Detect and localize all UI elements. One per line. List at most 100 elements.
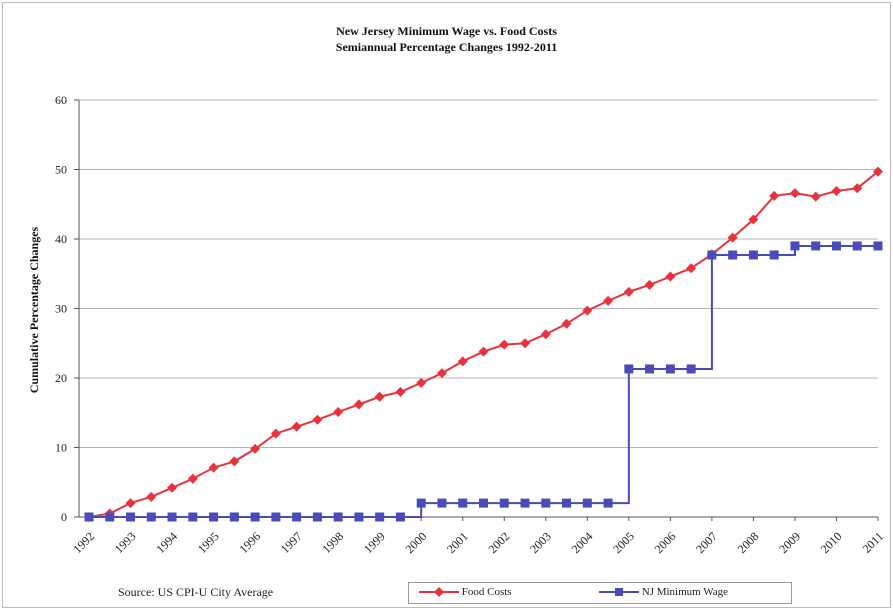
food-costs-point	[852, 183, 863, 194]
y-tick-label: 60	[55, 93, 67, 107]
nj-minimum-wage-point	[209, 512, 219, 522]
x-tick-label: 2010	[818, 529, 845, 556]
chart-title: New Jersey Minimum Wage vs. Food Costs	[336, 24, 557, 38]
legend: Food Costs NJ Minimum Wage	[408, 582, 792, 604]
x-tick-label: 2001	[444, 529, 471, 556]
nj-minimum-wage-point	[437, 498, 447, 508]
x-tick-label: 1992	[70, 529, 97, 556]
food-costs-point	[644, 279, 655, 290]
food-costs-point	[561, 318, 572, 329]
food-costs-point	[582, 305, 593, 316]
axes	[74, 99, 879, 521]
x-tick-label: 2005	[610, 529, 637, 556]
nj-minimum-wage-point	[582, 498, 592, 508]
food-costs-point	[873, 166, 883, 177]
y-tick-label: 20	[55, 371, 67, 385]
nj-minimum-wage-point	[292, 512, 302, 522]
legend-item-food-costs: Food Costs	[419, 586, 512, 598]
y-tick-label: 50	[55, 163, 67, 177]
x-tick-label: 2003	[527, 529, 554, 556]
y-tick-label: 40	[55, 232, 67, 246]
food-costs-point	[187, 473, 198, 484]
x-tick-label: 2004	[569, 529, 596, 556]
nj-minimum-wage-point	[852, 241, 862, 251]
food-costs-point	[436, 368, 447, 379]
x-tick-label: 1995	[195, 529, 222, 556]
y-tick-label: 10	[55, 441, 67, 455]
x-tick-label: 2002	[486, 529, 513, 556]
nj-minimum-wage-point	[645, 364, 655, 374]
food-costs-point	[748, 214, 759, 225]
food-costs-point	[810, 191, 821, 202]
food-costs-point	[540, 329, 551, 340]
x-tick-label: 1999	[361, 529, 388, 556]
nj-minimum-wage-point	[686, 364, 696, 374]
food-costs-point	[250, 443, 261, 454]
food-costs-point	[374, 391, 385, 402]
nj-minimum-wage-line	[89, 244, 878, 518]
nj-minimum-wage-point	[831, 241, 841, 251]
food-costs-point	[769, 190, 780, 201]
x-tick-label: 1996	[236, 529, 263, 556]
x-tick-label: 1997	[278, 529, 305, 556]
data-series	[84, 166, 883, 522]
x-tick-label: 2006	[652, 529, 679, 556]
nj-minimum-wage-point	[603, 498, 613, 508]
nj-minimum-wage-point	[250, 512, 260, 522]
food-costs-point	[686, 263, 697, 274]
nj-minimum-wage-legend-marker	[599, 588, 639, 597]
nj-minimum-wage-point	[665, 364, 675, 374]
x-tick-label: 1998	[319, 529, 346, 556]
y-tick-label: 0	[61, 510, 67, 524]
nj-minimum-wage-point	[499, 498, 509, 508]
x-tick-label: 2007	[693, 529, 720, 556]
nj-minimum-wage-point	[354, 512, 364, 522]
food-costs-point	[665, 271, 676, 282]
food-costs-point	[603, 295, 614, 306]
food-costs-point	[229, 456, 240, 467]
nj-minimum-wage-point	[520, 498, 530, 508]
x-tick-label: 2000	[402, 529, 429, 556]
y-tick-labels: 0 10 20 30 40 50 60	[55, 93, 67, 524]
x-tick-label: 1994	[153, 529, 180, 556]
nj-minimum-wage-point	[479, 498, 488, 508]
grid-lines	[79, 99, 878, 448]
food-costs-point	[353, 399, 364, 410]
nj-minimum-wage-point	[541, 498, 551, 508]
y-tick-label: 30	[55, 302, 67, 316]
legend-label-food-costs: Food Costs	[461, 586, 512, 598]
food-costs-point	[789, 188, 800, 199]
food-costs-legend-marker	[419, 587, 459, 598]
food-costs-point	[125, 498, 136, 509]
food-costs-point	[395, 386, 406, 397]
y-axis-label: Cumulative Percentage Changes	[27, 226, 41, 393]
nj-minimum-wage-point	[707, 250, 717, 260]
food-costs-point	[270, 428, 281, 439]
nj-minimum-wage-point	[748, 250, 758, 260]
food-costs-point	[831, 186, 842, 197]
food-costs-point	[167, 482, 178, 493]
nj-minimum-wage-point	[333, 512, 343, 522]
food-costs-point	[457, 356, 468, 367]
food-costs-point	[146, 491, 157, 502]
nj-minimum-wage-point	[105, 512, 115, 522]
nj-minimum-wage-point	[562, 498, 572, 508]
food-costs-point	[208, 462, 219, 473]
nj-minimum-wage-point	[167, 512, 177, 522]
nj-minimum-wage-point	[188, 512, 198, 522]
x-tick-label: 2009	[776, 529, 803, 556]
food-costs-point	[727, 232, 738, 243]
nj-minimum-wage-point	[873, 241, 883, 251]
x-tick-labels: 1992 1993 1994 1995 1996 1997 1998 1999 2000 2001…	[70, 529, 886, 556]
legend-label-nj-minimum-wage: NJ Minimum Wage	[641, 586, 729, 598]
nj-minimum-wage-point	[458, 498, 468, 508]
x-tick-label: 2008	[735, 529, 762, 556]
nj-minimum-wage-point	[271, 512, 281, 522]
food-costs-point	[312, 414, 323, 425]
nj-minimum-wage-point	[375, 512, 385, 522]
food-costs-point	[416, 377, 427, 388]
nj-minimum-wage-point	[790, 241, 800, 251]
nj-minimum-wage-point	[769, 250, 779, 260]
